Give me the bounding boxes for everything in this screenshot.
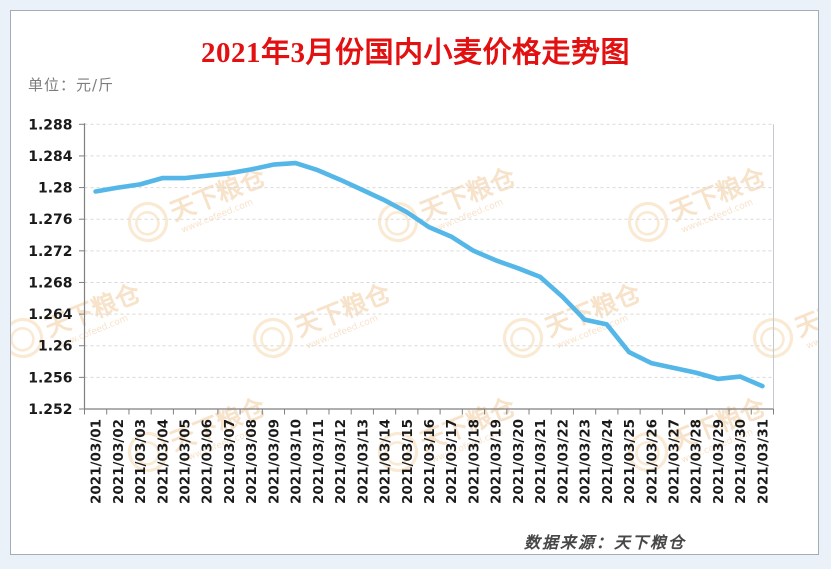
watermark-logo-icon	[135, 211, 160, 236]
x-axis-label: 2021/03/18	[466, 419, 482, 504]
x-axis-label: 2021/03/19	[489, 419, 505, 504]
x-axis-label: 2021/03/24	[600, 419, 616, 504]
watermark-logo-icon	[127, 201, 169, 243]
x-axis-label: 2021/03/16	[422, 419, 438, 504]
y-axis-label: 1.264	[28, 307, 73, 323]
x-axis-label: 2021/03/02	[111, 419, 127, 504]
y-axis-label: 1.28	[38, 181, 73, 197]
y-axis-label: 1.284	[28, 149, 73, 165]
y-axis-label: 1.288	[28, 117, 72, 133]
watermark-logo-icon	[11, 317, 44, 359]
price-line	[93, 160, 765, 389]
x-axis-label: 2021/03/26	[644, 419, 660, 504]
watermark-logo-icon	[627, 431, 669, 473]
watermark-logo-icon	[760, 327, 785, 352]
y-axis-label: 1.272	[28, 244, 72, 260]
x-axis-label: 2021/03/29	[711, 419, 727, 504]
y-axis-label: 1.26	[38, 339, 73, 355]
y-axis-label: 1.268	[28, 275, 72, 291]
x-axis-label: 2021/03/23	[578, 419, 594, 504]
watermark-logo-icon	[627, 201, 669, 243]
y-axis-label: 1.276	[28, 212, 72, 228]
watermark-logo-icon	[127, 431, 169, 473]
x-axis-label: 2021/03/03	[133, 419, 149, 504]
x-axis-label: 2021/03/30	[733, 419, 749, 504]
x-axis-label: 2021/03/17	[444, 419, 460, 504]
x-axis-label: 2021/03/09	[266, 419, 282, 504]
watermark-text: 天下粮仓	[791, 278, 831, 343]
watermark-logo-icon	[752, 317, 794, 359]
watermark-logo-icon	[260, 327, 285, 352]
watermark-logo-icon	[385, 441, 410, 466]
watermark-logo-icon	[135, 441, 160, 466]
x-axis-label: 2021/03/28	[689, 419, 705, 504]
watermark-logo-icon	[635, 211, 660, 236]
x-axis-label: 2021/03/21	[533, 419, 549, 504]
x-axis-label: 2021/03/31	[755, 419, 771, 504]
x-axis-label: 2021/03/04	[155, 419, 171, 504]
watermark-logo-icon	[11, 327, 35, 352]
x-axis-label: 2021/03/06	[200, 419, 216, 504]
unit-label: 单位：元/斤	[28, 76, 115, 94]
chart-title: 2021年3月份国内小麦价格走势图	[200, 37, 630, 69]
x-axis-label: 2021/03/13	[355, 419, 371, 504]
watermark-logo-icon	[252, 317, 294, 359]
data-source-label: 数据来源：天下粮仓	[524, 535, 687, 552]
watermark-logo-icon	[502, 317, 544, 359]
x-axis-label: 2021/03/08	[244, 419, 260, 504]
x-axis-label: 2021/03/01	[89, 419, 105, 504]
watermark-logo-icon	[385, 211, 410, 236]
x-axis-label: 2021/03/15	[400, 419, 416, 504]
x-axis-label: 2021/03/27	[666, 419, 682, 504]
watermark-logo-icon	[635, 441, 660, 466]
x-axis-label: 2021/03/10	[289, 419, 305, 504]
x-axis-label: 2021/03/14	[378, 419, 394, 504]
x-axis-label: 2021/03/05	[178, 419, 194, 504]
x-axis-label: 2021/03/25	[622, 419, 638, 504]
x-axis-label: 2021/03/20	[511, 419, 527, 504]
y-axis-label: 1.252	[28, 402, 72, 418]
watermark-logo-icon	[510, 327, 535, 352]
y-axis-label: 1.256	[28, 370, 72, 386]
x-axis-label: 2021/03/22	[555, 419, 571, 504]
x-axis-label: 2021/03/07	[222, 419, 238, 504]
x-axis-label: 2021/03/12	[333, 419, 349, 504]
watermark-logo-icon	[377, 431, 419, 473]
x-axis-label: 2021/03/11	[311, 419, 327, 504]
